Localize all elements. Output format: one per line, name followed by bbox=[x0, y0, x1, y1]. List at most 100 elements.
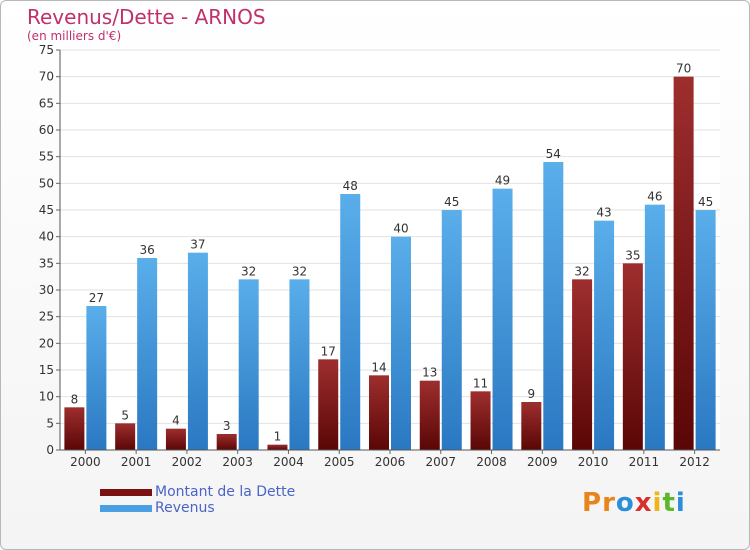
data-label-debt-2012: 70 bbox=[676, 62, 691, 76]
data-label-debt-2002: 4 bbox=[172, 414, 180, 428]
data-label-revenue-2009: 54 bbox=[546, 147, 561, 161]
bar-debt-2012[interactable] bbox=[673, 76, 694, 451]
bars: 8 27 5 36 4 37 3 32 1 32 17 48 14 40 13 45 11 49 9 54 32 43 35… bbox=[64, 62, 716, 451]
x-tick-label-2002: 2002 bbox=[172, 455, 203, 469]
data-label-revenue-2011: 46 bbox=[647, 190, 662, 204]
bar-debt-2001[interactable] bbox=[115, 423, 136, 450]
bar-revenue-2002[interactable] bbox=[187, 252, 208, 450]
proxiti-logo: Proxiti bbox=[582, 488, 686, 518]
data-label-revenue-2002: 37 bbox=[190, 238, 205, 252]
data-label-debt-2003: 3 bbox=[223, 419, 231, 433]
x-tick-label-2009: 2009 bbox=[527, 455, 558, 469]
plot-area bbox=[60, 50, 720, 450]
data-label-debt-2000: 8 bbox=[71, 392, 79, 406]
data-label-debt-2005: 17 bbox=[321, 344, 336, 358]
x-tick-label-2000: 2000 bbox=[70, 455, 101, 469]
data-label-debt-2010: 32 bbox=[574, 264, 589, 278]
logo-letter: x bbox=[634, 488, 653, 518]
logo-letter: t bbox=[662, 488, 676, 518]
logo-letter: P bbox=[582, 488, 603, 518]
bar-debt-2009[interactable] bbox=[521, 402, 542, 450]
bar-revenue-2003[interactable] bbox=[238, 279, 259, 450]
bar-debt-2008[interactable] bbox=[470, 391, 491, 450]
y-tick-label: 50 bbox=[39, 176, 54, 190]
chart-title: Revenus/Dette - ARNOS bbox=[27, 5, 266, 29]
bar-revenue-2012[interactable] bbox=[695, 210, 716, 450]
bar-revenue-2001[interactable] bbox=[137, 258, 158, 450]
y-tick-label: 35 bbox=[39, 256, 54, 270]
legend-swatch-debt bbox=[100, 489, 152, 496]
logo-letter: r bbox=[602, 488, 616, 518]
data-label-debt-2001: 5 bbox=[121, 408, 129, 422]
data-label-revenue-2005: 48 bbox=[343, 179, 358, 193]
x-tick-label-2010: 2010 bbox=[578, 455, 609, 469]
y-tick-label: 70 bbox=[39, 70, 54, 84]
bar-revenue-2004[interactable] bbox=[289, 279, 310, 450]
bar-debt-2000[interactable] bbox=[64, 407, 85, 450]
y-tick-label: 10 bbox=[39, 390, 54, 404]
bar-debt-2002[interactable] bbox=[165, 428, 186, 450]
data-label-revenue-2010: 43 bbox=[596, 206, 611, 220]
grid bbox=[60, 49, 720, 451]
y-tick-label: 65 bbox=[39, 96, 54, 110]
data-label-revenue-2012: 45 bbox=[698, 195, 713, 209]
data-label-revenue-2008: 49 bbox=[495, 174, 510, 188]
y-axis: 0 5 10 15 20 25 30 35 40 45 50 55 60 65 70 75 bbox=[39, 43, 61, 457]
data-label-revenue-2007: 45 bbox=[444, 195, 459, 209]
bar-debt-2005[interactable] bbox=[318, 359, 339, 450]
y-tick-label: 30 bbox=[39, 283, 54, 297]
x-tick-label-2011: 2011 bbox=[629, 455, 660, 469]
bar-revenue-2010[interactable] bbox=[594, 220, 615, 450]
logo-letter: i bbox=[652, 488, 663, 518]
logo-letter: o bbox=[615, 488, 635, 518]
bar-revenue-2005[interactable] bbox=[340, 194, 361, 450]
y-tick-label: 55 bbox=[39, 150, 54, 164]
bar-revenue-2011[interactable] bbox=[644, 204, 665, 450]
bar-revenue-2007[interactable] bbox=[441, 210, 462, 450]
x-tick-label-2001: 2001 bbox=[121, 455, 152, 469]
bar-debt-2006[interactable] bbox=[369, 375, 389, 450]
x-tick-label-2004: 2004 bbox=[273, 455, 304, 469]
data-label-revenue-2004: 32 bbox=[292, 264, 307, 278]
x-tick-label-2008: 2008 bbox=[476, 455, 507, 469]
bar-debt-2010[interactable] bbox=[572, 279, 593, 450]
data-label-revenue-2006: 40 bbox=[393, 222, 408, 236]
y-tick-label: 40 bbox=[39, 230, 54, 244]
bar-revenue-2000[interactable] bbox=[86, 306, 107, 450]
data-label-debt-2008: 11 bbox=[473, 376, 488, 390]
data-label-debt-2011: 35 bbox=[625, 248, 640, 262]
bar-debt-2011[interactable] bbox=[622, 263, 643, 450]
x-tick-label-2003: 2003 bbox=[222, 455, 253, 469]
bar-debt-2003[interactable] bbox=[216, 434, 237, 450]
legend-label-revenue: Revenus bbox=[155, 500, 215, 516]
bar-debt-2007[interactable] bbox=[419, 380, 440, 450]
y-tick-label: 75 bbox=[39, 43, 54, 57]
y-tick-label: 15 bbox=[39, 363, 54, 377]
bar-revenue-2006[interactable] bbox=[391, 236, 411, 450]
data-label-revenue-2003: 32 bbox=[241, 264, 256, 278]
legend-label-debt: Montant de la Dette bbox=[155, 484, 296, 500]
y-tick-label: 25 bbox=[39, 310, 54, 324]
y-tick-label: 60 bbox=[39, 123, 54, 137]
x-tick-label-2006: 2006 bbox=[375, 455, 406, 469]
bar-revenue-2009[interactable] bbox=[543, 162, 564, 450]
bar-debt-2004[interactable] bbox=[267, 444, 288, 450]
x-tick-label-2007: 2007 bbox=[425, 455, 456, 469]
x-axis: 2000 2001 2002 2003 2004 2005 2006 2007 2008 2009… bbox=[60, 449, 720, 469]
y-tick-label: 45 bbox=[39, 203, 54, 217]
data-label-debt-2004: 1 bbox=[274, 430, 282, 444]
logo-letter: i bbox=[675, 488, 686, 518]
data-label-revenue-2000: 27 bbox=[89, 291, 104, 305]
x-tick-label-2005: 2005 bbox=[324, 455, 355, 469]
bar-revenue-2008[interactable] bbox=[492, 188, 513, 450]
data-label-revenue-2001: 36 bbox=[140, 243, 155, 257]
data-label-debt-2007: 13 bbox=[422, 366, 437, 380]
legend-swatch-revenue bbox=[100, 505, 152, 512]
chart-subtitle: (en milliers d'€) bbox=[27, 29, 122, 43]
y-tick-label: 0 bbox=[46, 443, 54, 457]
x-tick-label-2012: 2012 bbox=[679, 455, 710, 469]
y-tick-label: 20 bbox=[39, 336, 54, 350]
data-label-debt-2009: 9 bbox=[527, 387, 535, 401]
data-label-debt-2006: 14 bbox=[371, 360, 386, 374]
